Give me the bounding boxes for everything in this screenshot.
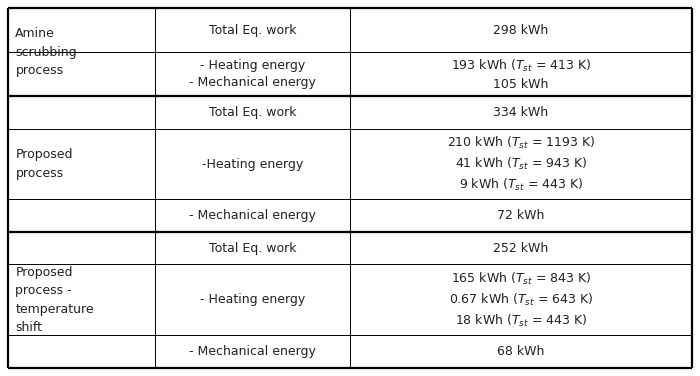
Text: Proposed
process -
temperature
shift: Proposed process - temperature shift	[15, 265, 94, 334]
Text: Total Eq. work: Total Eq. work	[209, 106, 296, 119]
Text: - Mechanical energy: - Mechanical energy	[189, 345, 316, 358]
Text: - Mechanical energy: - Mechanical energy	[189, 209, 316, 222]
Text: 72 kWh: 72 kWh	[497, 209, 545, 222]
Text: 298 kWh: 298 kWh	[494, 24, 548, 37]
Text: 165 kWh ($T_{st}$ = 843 K)
0.67 kWh ($T_{st}$ = 643 K)
18 kWh ($T_{st}$ = 443 K): 165 kWh ($T_{st}$ = 843 K) 0.67 kWh ($T_…	[449, 271, 593, 329]
Text: Amine
scrubbing
process: Amine scrubbing process	[15, 27, 77, 77]
Text: -Heating energy: -Heating energy	[202, 158, 303, 171]
Text: Total Eq. work: Total Eq. work	[209, 24, 296, 37]
Text: - Heating energy: - Heating energy	[200, 293, 305, 306]
Text: Proposed
process: Proposed process	[15, 149, 73, 180]
Text: - Heating energy
- Mechanical energy: - Heating energy - Mechanical energy	[189, 59, 316, 89]
Text: 334 kWh: 334 kWh	[494, 106, 548, 119]
Text: 210 kWh ($T_{st}$ = 1193 K)
41 kWh ($T_{st}$ = 943 K)
9 kWh ($T_{st}$ = 443 K): 210 kWh ($T_{st}$ = 1193 K) 41 kWh ($T_{…	[447, 135, 595, 193]
Text: 68 kWh: 68 kWh	[497, 345, 545, 358]
Text: 252 kWh: 252 kWh	[494, 242, 548, 255]
Text: 193 kWh ($T_{st}$ = 413 K)
105 kWh: 193 kWh ($T_{st}$ = 413 K) 105 kWh	[451, 58, 591, 91]
Text: Total Eq. work: Total Eq. work	[209, 242, 296, 255]
